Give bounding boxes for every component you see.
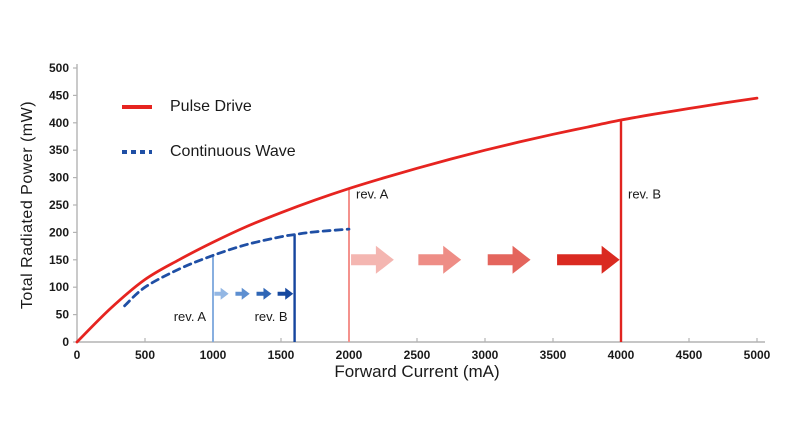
- legend-item-pulse-drive: Pulse Drive: [122, 96, 296, 118]
- marker-label-0: rev. A: [174, 309, 207, 324]
- legend-label-pulse-drive: Pulse Drive: [170, 98, 252, 115]
- x-tick-label: 1000: [200, 348, 227, 362]
- legend-label-continuous-wave: Continuous Wave: [170, 143, 296, 160]
- pulse-shift-arrows-4-icon: [557, 245, 620, 274]
- series-line-pulse-drive: [75, 96, 759, 344]
- y-tick-label: 0: [62, 335, 69, 349]
- marker-label-3: rev. B: [628, 186, 661, 201]
- y-tick-label: 500: [49, 61, 69, 75]
- y-tick-label: 300: [49, 171, 69, 185]
- x-tick-label: 0: [74, 348, 81, 362]
- pulse-drive-line-swatch: [122, 105, 152, 109]
- cw-shift-arrows-1-icon: [214, 287, 229, 300]
- x-tick-label: 3500: [540, 348, 567, 362]
- series-line-continuous-wave: [123, 227, 351, 308]
- x-tick-label: 2000: [336, 348, 363, 362]
- pulse-shift-arrows-2-icon: [418, 245, 462, 274]
- legend: Pulse Drive Continuous Wave: [122, 96, 296, 186]
- y-tick-label: 50: [56, 308, 70, 322]
- marker-label-2: rev. A: [356, 186, 389, 201]
- y-tick-label: 250: [49, 198, 69, 212]
- x-tick-label: 1500: [268, 348, 295, 362]
- x-tick-label: 4500: [676, 348, 703, 362]
- pulse-shift-arrows-1-icon: [351, 245, 394, 274]
- y-tick-label: 350: [49, 143, 69, 157]
- marker-label-1: rev. B: [255, 309, 288, 324]
- y-tick-label: 100: [49, 280, 69, 294]
- y-tick-label: 450: [49, 88, 69, 102]
- cw-shift-arrows-2-icon: [235, 287, 250, 300]
- y-tick-label: 150: [49, 253, 69, 267]
- x-tick-label: 2500: [404, 348, 431, 362]
- cw-shift-arrows-3-icon: [256, 287, 272, 300]
- legend-item-continuous-wave: Continuous Wave: [122, 141, 296, 163]
- continuous-wave-line-swatch: [122, 150, 152, 154]
- x-tick-label: 4000: [608, 348, 635, 362]
- y-tick-label: 400: [49, 116, 69, 130]
- x-tick-label: 3000: [472, 348, 499, 362]
- x-axis-title: Forward Current (mA): [334, 362, 500, 381]
- y-axis-title: Total Radiated Power (mW): [19, 100, 36, 310]
- x-tick-label: 5000: [744, 348, 771, 362]
- pulse-shift-arrows-3-icon: [487, 245, 531, 274]
- cw-shift-arrows-4-icon: [277, 287, 294, 300]
- x-tick-label: 500: [135, 348, 155, 362]
- y-tick-label: 200: [49, 225, 69, 239]
